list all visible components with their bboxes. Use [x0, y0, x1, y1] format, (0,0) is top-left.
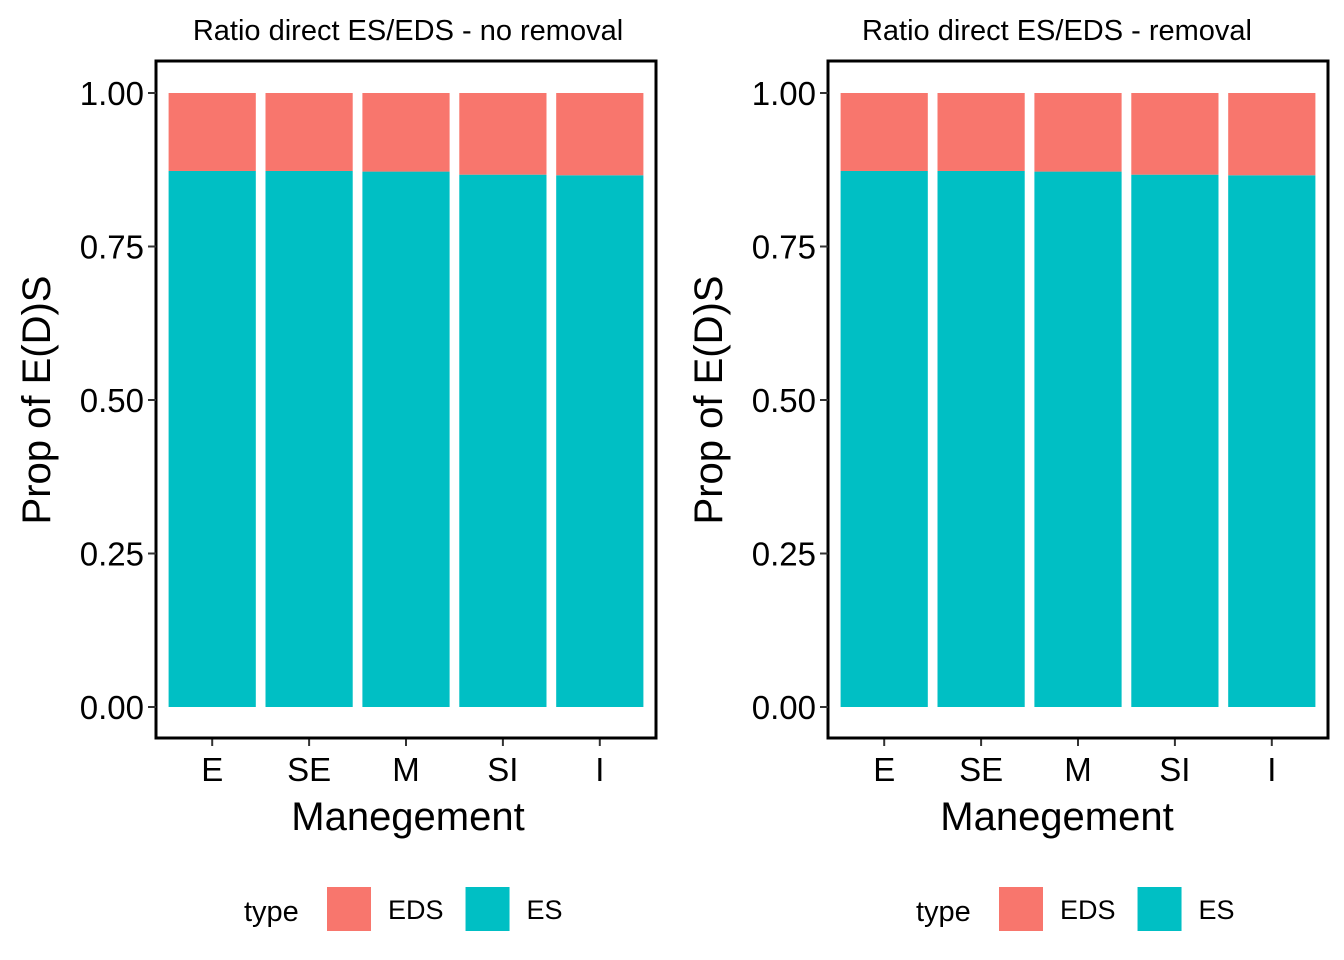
bar-eds-si [459, 93, 547, 175]
y-tick-label: 0.00 [752, 689, 816, 726]
legend-swatch-eds [327, 887, 371, 931]
bar-es-se [265, 170, 353, 708]
x-tick-label: SE [959, 751, 1003, 788]
bar-es-e [840, 170, 928, 708]
legend-title: type [916, 896, 971, 928]
y-tick-label: 0.50 [752, 382, 816, 419]
legend-swatch-es [465, 887, 510, 931]
bar-eds-m [362, 93, 450, 172]
y-tick-label: 1.00 [752, 75, 816, 112]
legend-title: type [244, 896, 299, 928]
bar-eds-i [1228, 93, 1316, 176]
x-axis-title: Manegement [940, 795, 1173, 839]
legend: type EDS ES [916, 887, 1235, 931]
x-axis-title: Manegement [291, 795, 524, 839]
bar-es-i [1228, 175, 1316, 707]
x-tick-label: E [873, 751, 895, 788]
bar-eds-e [840, 93, 928, 171]
y-axis-title: Prop of E(D)S [687, 276, 731, 525]
y-tick-label: 0.00 [80, 689, 144, 726]
x-tick-label: I [1267, 751, 1276, 788]
x-tick-label: E [201, 751, 223, 788]
legend: type EDS ES [244, 887, 563, 931]
bar-es-se [937, 170, 1025, 708]
bar-eds-se [937, 93, 1025, 171]
bar-eds-m [1034, 93, 1122, 172]
y-tick-label: 0.50 [80, 382, 144, 419]
chart-title: Ratio direct ES/EDS - removal [862, 15, 1252, 47]
bar-eds-si [1131, 93, 1219, 175]
legend-swatch-es [1137, 887, 1182, 931]
legend-label-es: ES [527, 895, 563, 925]
chart-title: Ratio direct ES/EDS - no removal [193, 15, 623, 47]
bar-es-i [556, 175, 644, 707]
legend-label-es: ES [1199, 895, 1235, 925]
x-tick-label: SI [487, 751, 518, 788]
bar-eds-i [556, 93, 644, 176]
x-tick-label: SI [1159, 751, 1190, 788]
x-tick-label: M [1064, 751, 1092, 788]
y-tick-label: 0.25 [80, 536, 144, 573]
x-tick-label: SE [287, 751, 331, 788]
y-tick-label: 0.75 [80, 229, 144, 266]
bar-es-e [168, 170, 256, 708]
x-tick-label: I [595, 751, 604, 788]
y-tick-label: 1.00 [80, 75, 144, 112]
legend-swatch-eds [999, 887, 1043, 931]
legend-label-eds: EDS [388, 895, 444, 925]
legend-label-eds: EDS [1060, 895, 1116, 925]
y-tick-label: 0.25 [752, 536, 816, 573]
bar-es-si [459, 174, 547, 707]
y-axis-title: Prop of E(D)S [15, 276, 59, 525]
x-tick-label: M [392, 751, 420, 788]
y-tick-label: 0.75 [752, 229, 816, 266]
bar-es-si [1131, 174, 1219, 707]
bar-es-m [362, 171, 450, 708]
bar-eds-e [168, 93, 256, 171]
bar-eds-se [265, 93, 353, 171]
bar-es-m [1034, 171, 1122, 708]
